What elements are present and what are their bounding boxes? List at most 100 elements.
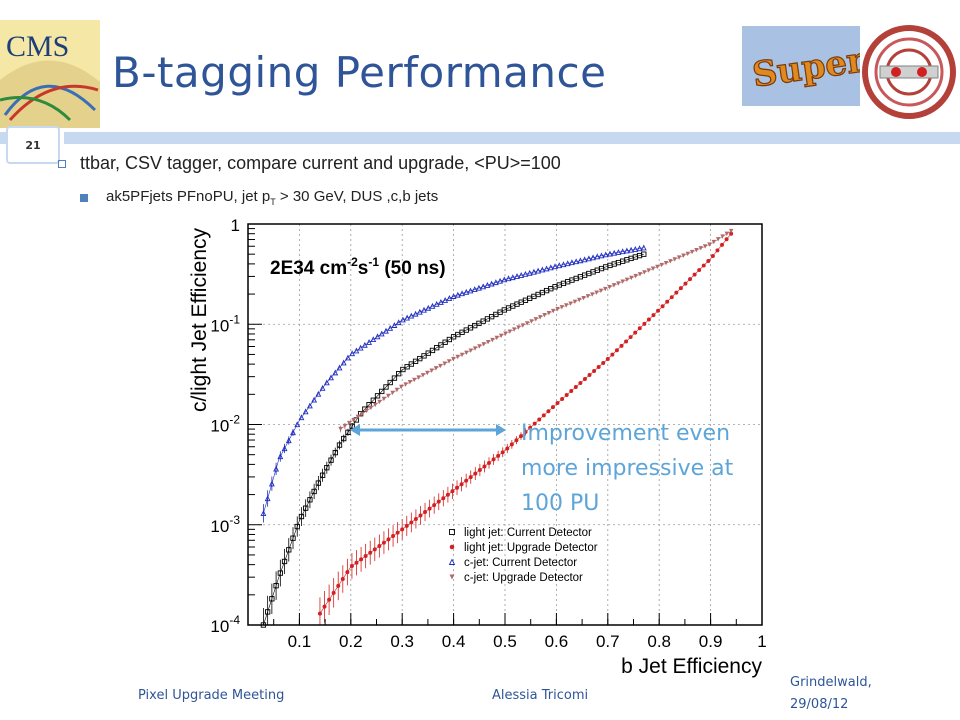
data-point xyxy=(408,361,414,367)
data-point xyxy=(555,401,560,406)
bullet-2-pre: ak5PFjets PFnoPU, jet p xyxy=(106,188,271,205)
data-point xyxy=(590,292,595,297)
data-point xyxy=(710,254,715,258)
data-point xyxy=(572,299,578,305)
data-point xyxy=(480,283,487,290)
data-point xyxy=(448,558,456,565)
data-point xyxy=(509,274,516,281)
data-point xyxy=(636,245,643,252)
data-point xyxy=(403,382,408,387)
data-point xyxy=(707,242,712,247)
data-point xyxy=(619,343,624,348)
data-point xyxy=(408,312,415,319)
data-point xyxy=(450,293,457,299)
x-tick-label: 0.9 xyxy=(699,632,723,651)
x-tick-label: 0.5 xyxy=(493,632,517,651)
data-point xyxy=(518,272,525,278)
data-point xyxy=(260,510,267,516)
x-tick-label: 0.2 xyxy=(339,632,363,651)
data-point xyxy=(724,237,729,242)
data-point xyxy=(520,323,526,328)
data-point xyxy=(720,242,725,247)
data-point xyxy=(454,291,461,298)
data-point xyxy=(642,321,647,326)
data-point xyxy=(528,425,533,430)
y-tick-label: 1 xyxy=(231,218,240,235)
y-axis-title: c/light Jet Efficiency xyxy=(188,228,211,413)
data-point xyxy=(298,513,305,520)
slide-number-box: 21 xyxy=(6,126,60,164)
super-logo: Super xyxy=(742,26,860,106)
data-point xyxy=(425,304,432,311)
data-point xyxy=(607,250,613,257)
data-point xyxy=(413,516,418,521)
data-point xyxy=(529,319,534,324)
data-point xyxy=(623,247,630,254)
data-point xyxy=(500,450,505,455)
chart-legend: light jet: Current Detector light jet: Up… xyxy=(448,527,598,584)
data-point xyxy=(541,413,546,418)
data-point xyxy=(351,417,356,423)
footer-meeting: Pixel Upgrade Meeting xyxy=(138,688,285,703)
data-point xyxy=(607,285,612,290)
data-point xyxy=(496,453,501,458)
data-point xyxy=(399,316,406,323)
data-point xyxy=(268,480,275,487)
footer-author: Alessia Tricomi xyxy=(492,688,589,703)
data-point xyxy=(395,319,402,326)
data-point xyxy=(328,374,334,381)
data-point xyxy=(624,277,630,283)
data-point xyxy=(539,266,546,273)
data-point xyxy=(481,342,486,347)
data-point xyxy=(387,324,394,331)
data-point xyxy=(433,300,440,307)
data-point xyxy=(317,611,322,616)
data-point xyxy=(404,314,411,321)
data-point xyxy=(601,361,606,365)
data-point xyxy=(594,253,601,260)
data-point xyxy=(345,429,351,436)
data-point xyxy=(395,530,400,535)
data-point xyxy=(514,438,519,443)
arrow-head-left xyxy=(350,424,360,436)
data-point xyxy=(614,348,619,353)
data-point xyxy=(379,388,385,395)
data-point xyxy=(598,288,604,294)
data-point xyxy=(559,305,565,310)
data-point xyxy=(374,393,381,399)
data-point xyxy=(720,234,725,239)
data-point xyxy=(646,317,651,322)
data-point xyxy=(366,339,373,345)
data-point xyxy=(485,340,491,345)
data-point xyxy=(473,471,478,476)
data-point xyxy=(688,277,693,282)
annotation-line-3: 100 PU xyxy=(521,491,600,516)
data-point xyxy=(724,231,730,237)
data-point xyxy=(370,397,376,403)
data-point xyxy=(605,357,610,361)
data-point xyxy=(668,259,673,264)
data-point xyxy=(315,480,322,486)
data-point xyxy=(585,255,592,262)
data-point xyxy=(412,358,419,364)
data-point xyxy=(449,544,455,550)
data-point xyxy=(391,534,396,538)
data-point xyxy=(445,492,450,497)
x-tick-label: 0.6 xyxy=(545,632,569,651)
data-point xyxy=(616,281,621,286)
annotation-line-1: Improvement even xyxy=(521,421,731,446)
data-point xyxy=(494,335,499,341)
data-point xyxy=(577,257,584,264)
data-point xyxy=(560,397,565,402)
data-point xyxy=(555,306,560,312)
y-tick-label: 10-2 xyxy=(210,413,240,436)
data-point xyxy=(577,297,582,303)
data-point xyxy=(400,527,405,532)
data-point xyxy=(509,442,514,447)
data-point xyxy=(533,317,539,322)
series-open-square xyxy=(260,251,647,628)
data-point xyxy=(432,503,437,508)
data-point xyxy=(412,310,419,317)
data-point xyxy=(568,301,573,306)
data-point xyxy=(656,308,661,313)
